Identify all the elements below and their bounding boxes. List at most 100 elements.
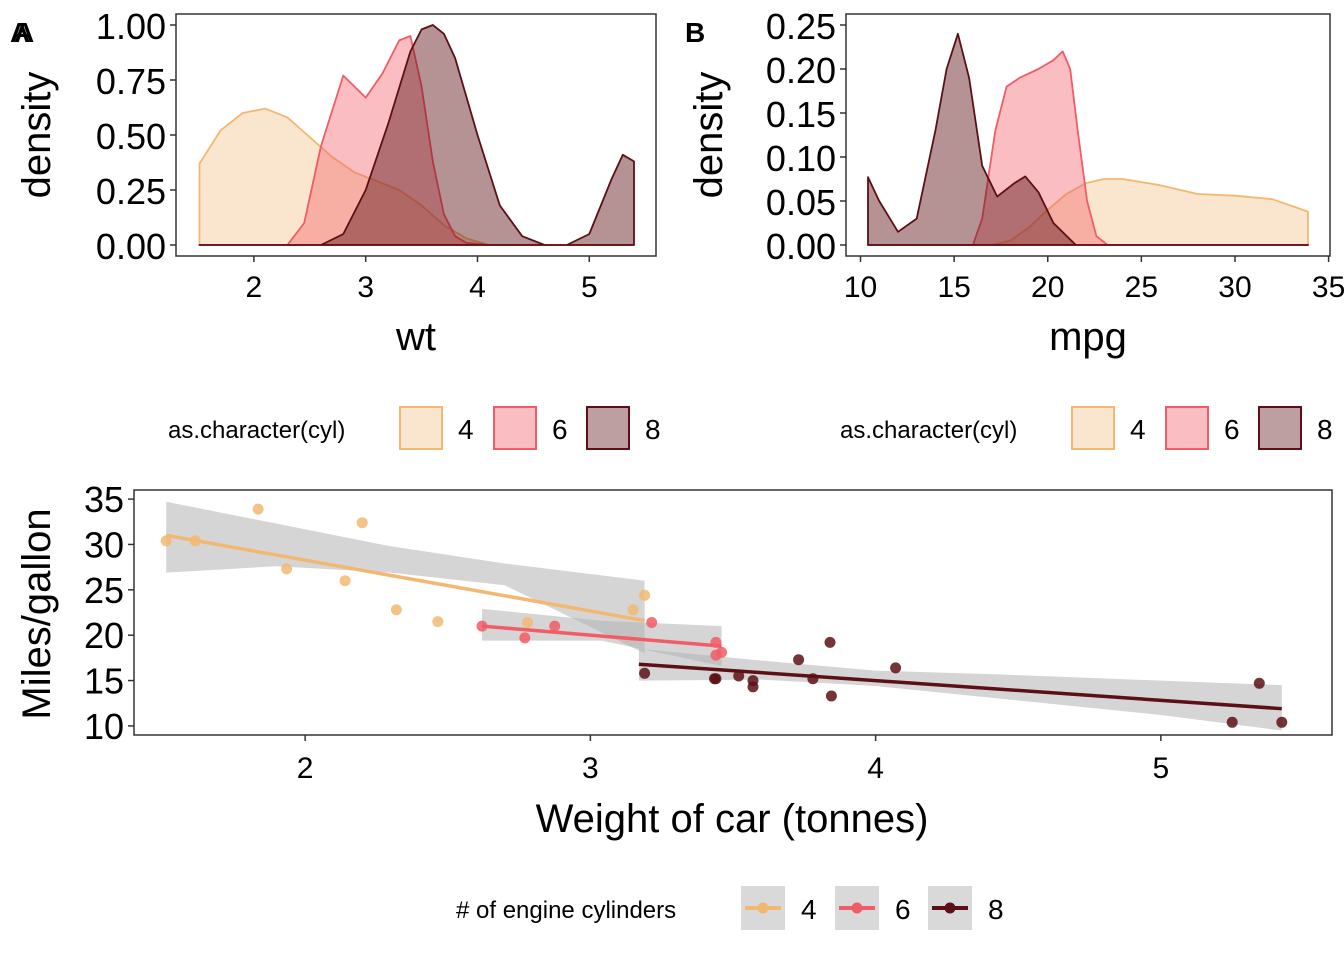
y-tick-label: 30	[84, 524, 124, 565]
density-area-a-cyl4	[198, 107, 635, 246]
point-cyl8	[709, 673, 720, 685]
density-areas-b	[867, 32, 1309, 246]
x-axis-title-b: mpg	[1049, 315, 1127, 359]
point-cyl4	[339, 575, 351, 587]
y-ticks-a: 0.00 0.25 0.50 0.75 1.00	[96, 6, 176, 267]
point-cyl6	[476, 620, 488, 632]
fit-line-cyl8	[638, 662, 1282, 711]
legend-key-c-4-dot	[757, 902, 769, 914]
fit-line-cyl6	[481, 624, 722, 648]
legend-key-a-8	[586, 406, 630, 450]
point-cyl6	[710, 636, 722, 648]
legend-c: # of engine cylinders 4 6 8	[456, 886, 1004, 930]
panel-tag-a: A	[10, 17, 30, 48]
x-tick-label: 5	[1153, 752, 1170, 785]
plot-frame-c	[133, 489, 1333, 736]
x-tick-label: 4	[867, 752, 884, 785]
legend-key-a-6	[493, 406, 537, 450]
point-cyl4	[627, 604, 639, 616]
point-cyl8	[639, 667, 651, 679]
panel-tag-b: B	[685, 17, 705, 48]
density-areas-a	[198, 24, 635, 246]
legend-key-c-8-dot	[944, 902, 956, 914]
point-cyl8	[825, 690, 837, 702]
y-tick-label: 0.00	[766, 226, 836, 267]
legend-label-b-8: 8	[1317, 414, 1333, 445]
legend-label-a-4: 4	[458, 414, 474, 445]
x-tick-label: 15	[937, 271, 970, 304]
y-tick-label: 35	[84, 479, 124, 520]
fit-line-cyl4	[165, 533, 645, 623]
density-area-a-cyl8	[198, 24, 635, 246]
y-tick-label: 1.00	[96, 6, 166, 47]
point-cyl4	[639, 589, 651, 601]
x-tick-label: 4	[469, 271, 486, 304]
legend-label-a-8: 8	[645, 414, 661, 445]
legend-key-b-4	[1071, 406, 1115, 450]
point-cyl4	[160, 535, 172, 547]
y-tick-label: 0.25	[766, 6, 836, 47]
x-tick-label: 5	[581, 271, 598, 304]
point-cyl8	[793, 654, 805, 666]
x-tick-label: 2	[297, 752, 314, 785]
plot-frame-b	[845, 13, 1331, 257]
x-ticks-a: 2 3 4 5	[246, 256, 598, 304]
panel-b: B 0.000.050.100.150.200.25 10 15 20 25 30 35 …	[685, 6, 1344, 359]
x-ticks-b: 10 15 20 25 30 35	[844, 256, 1344, 304]
y-tick-label: 0.25	[96, 171, 166, 212]
x-tick-label: 2	[246, 271, 263, 304]
point-cyl8	[1276, 716, 1288, 728]
y-tick-label: 0.05	[766, 182, 836, 223]
density-area-b-cyl4	[867, 178, 1309, 246]
x-ticks-c: 2 3 4 5	[297, 735, 1169, 785]
point-cyl4	[189, 535, 201, 547]
x-tick-label: 10	[844, 271, 877, 304]
y-tick-label: 25	[84, 570, 124, 611]
legend-key-b-8	[1258, 406, 1302, 450]
panel-tag-a-shadow: A	[14, 17, 34, 48]
point-cyl6	[646, 617, 658, 628]
y-tick-label: 20	[84, 615, 124, 656]
point-cyl4	[522, 617, 534, 628]
legend-label-b-6: 6	[1224, 414, 1240, 445]
legend-title-c: # of engine cylinders	[456, 897, 676, 924]
y-tick-label: 0.20	[766, 50, 836, 91]
confidence-band-cyl4	[166, 501, 645, 654]
legend-title-b: as.character(cyl)	[840, 417, 1017, 444]
x-tick-label: 20	[1031, 271, 1064, 304]
point-cyl4	[281, 563, 293, 575]
x-tick-label: 3	[582, 752, 599, 785]
legend-label-c-6: 6	[895, 894, 911, 925]
y-ticks-b: 0.000.050.100.150.200.25	[766, 6, 846, 267]
point-cyl8	[747, 675, 759, 687]
y-tick-label: 10	[84, 706, 124, 747]
confidence-band-cyl8	[638, 648, 1282, 731]
legend-label-c-4: 4	[801, 894, 817, 925]
point-cyl4	[356, 517, 368, 529]
point-cyl8	[824, 636, 836, 648]
y-axis-title-a: density	[15, 72, 59, 199]
y-tick-label: 0.10	[766, 138, 836, 179]
x-tick-label: 30	[1218, 271, 1251, 304]
y-tick-label: 0.75	[96, 61, 166, 102]
panel-a: A A 0.00 0.25 0.50 0.75 1.00 2 3 4 5 wt density	[10, 6, 657, 359]
y-tick-label: 0.50	[96, 116, 166, 157]
legend-key-c-6-dot	[851, 902, 863, 914]
point-cyl6	[549, 620, 561, 632]
point-cyl8	[1253, 677, 1265, 689]
legend-key-b-6	[1165, 406, 1209, 450]
y-tick-label: 0.15	[766, 94, 836, 135]
x-tick-label: 35	[1312, 271, 1344, 304]
legend-key-a-4	[399, 406, 443, 450]
point-cyl8	[807, 673, 819, 685]
point-cyl6	[519, 632, 531, 644]
legend-b: as.character(cyl) 4 6 8	[840, 406, 1333, 450]
fit-lines	[165, 533, 1282, 711]
y-axis-title-c: Miles/gallon	[15, 508, 59, 719]
y-tick-label: 15	[84, 661, 124, 702]
point-cyl4	[390, 604, 402, 616]
x-axis-title-a: wt	[395, 315, 436, 359]
